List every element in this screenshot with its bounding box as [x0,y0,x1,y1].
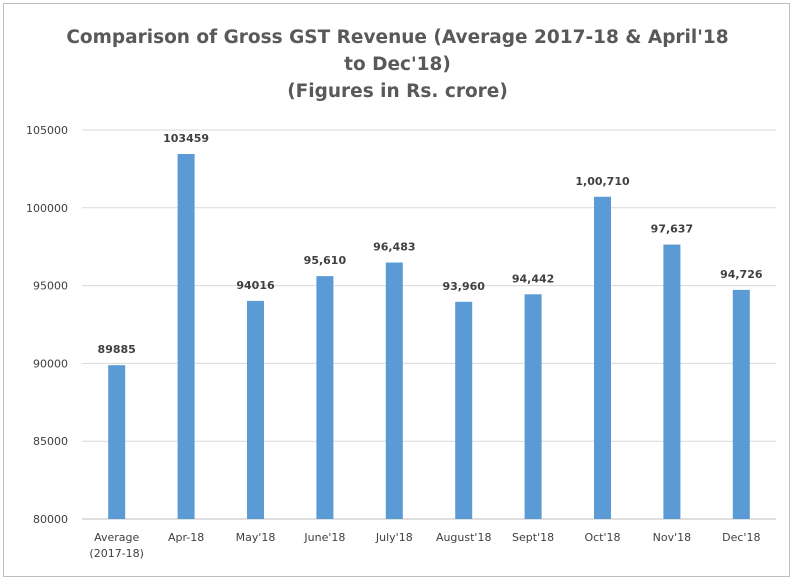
chart-subtitle: (Figures in Rs. crore) [287,81,508,102]
chart-title-line2: to Dec'18) [344,54,451,75]
data-label: 95,610 [304,254,347,267]
data-label: 89885 [98,343,136,356]
data-label: 93,960 [442,280,485,293]
data-label: 96,483 [373,241,415,254]
x-tick-label: Dec'18 [722,531,760,544]
y-tick-label: 95000 [33,280,68,293]
bar [385,262,403,519]
data-label: 97,637 [651,223,693,236]
chart-title-line1: Comparison of Gross GST Revenue (Average… [66,27,729,48]
data-label: 94016 [236,279,275,292]
x-tick-label: August'18 [436,531,492,544]
x-tick-label: May'18 [236,531,276,544]
data-label: 1,00,710 [575,175,630,188]
y-tick-label: 85000 [33,435,68,448]
x-tick-label: July'18 [375,531,413,544]
x-tick-label: Oct'18 [584,531,620,544]
bar [524,294,542,519]
bar [732,289,750,519]
data-label: 103459 [163,132,209,145]
x-tick-label: Apr-18 [168,531,204,544]
bar [108,365,126,519]
y-tick-label: 105000 [26,124,68,137]
x-tick-label: Average [94,531,139,544]
data-label: 94,726 [720,268,763,281]
x-tick-label: Sept'18 [512,531,554,544]
bar [316,276,334,519]
y-tick-label: 100000 [26,202,68,215]
bar [455,301,473,519]
y-tick-label: 80000 [33,513,68,526]
x-tick-label: Nov'18 [653,531,692,544]
data-label: 94,442 [512,272,554,285]
bar [177,153,195,519]
bar [594,196,611,520]
chart-title: Comparison of Gross GST Revenue (Average… [0,24,795,105]
bar [247,300,264,519]
x-tick-label: (2017-18) [89,547,144,560]
bar [663,244,681,519]
x-tick-label: June'18 [303,531,345,544]
y-tick-label: 90000 [33,357,68,370]
